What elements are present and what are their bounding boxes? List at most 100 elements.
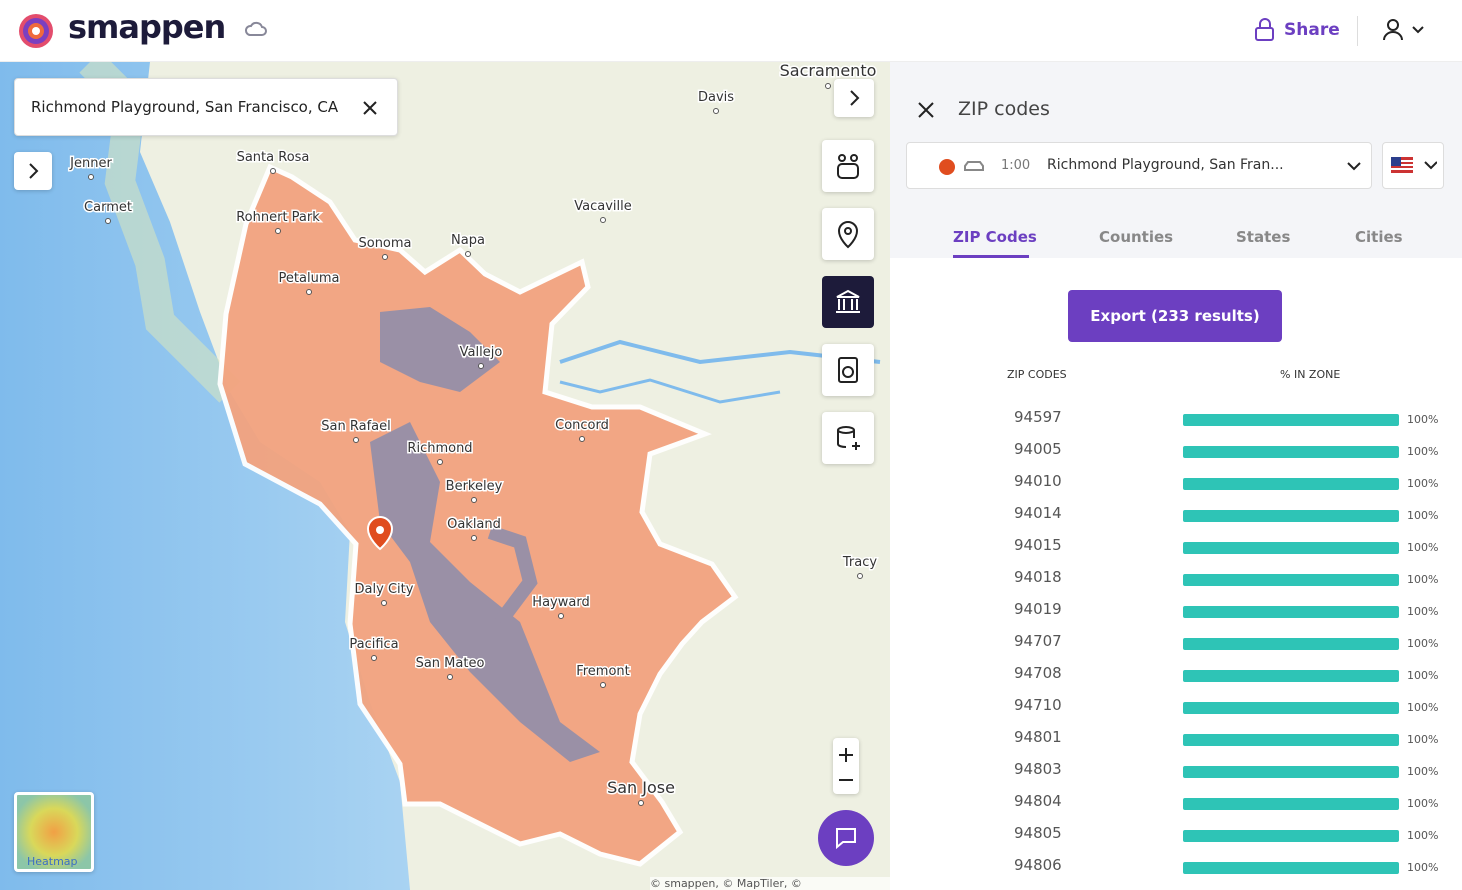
- delta: [559, 339, 881, 365]
- zone-percent: 100%: [1407, 477, 1439, 490]
- tab[interactable]: ZIP Codes: [953, 228, 1037, 246]
- place-dot: [88, 174, 94, 180]
- zone-percent: 100%: [1407, 445, 1439, 458]
- zip-code: 94010: [1014, 472, 1062, 490]
- zone-percent: 100%: [1407, 829, 1439, 842]
- place-label: Tracy: [842, 555, 877, 570]
- zip-code: 94005: [1014, 440, 1062, 458]
- clear-search[interactable]: [361, 99, 379, 117]
- bay-water: [370, 422, 600, 762]
- zip-tool[interactable]: [822, 276, 874, 328]
- side-panel: ZIP codes 1:00 Richmond Playground, San …: [890, 62, 1462, 890]
- zip-code: 94597: [1014, 408, 1062, 426]
- zone-percent: 100%: [1407, 541, 1439, 554]
- column-header: ZIP CODES: [1007, 368, 1067, 381]
- zone-bar: [1183, 510, 1399, 522]
- place-label: Vallejo: [460, 345, 503, 360]
- panel-title: ZIP codes: [958, 98, 1050, 120]
- zone-bar: [1183, 478, 1399, 490]
- population-tool[interactable]: [822, 140, 874, 192]
- brand[interactable]: smappen: [68, 8, 226, 46]
- share-button[interactable]: Share: [1284, 20, 1340, 40]
- attribution: © smappen, © MapTiler, © OpenStreetMap: [650, 877, 890, 890]
- zone-bar: [1183, 702, 1399, 714]
- search-query[interactable]: Richmond Playground, San Francisco, CA: [31, 98, 339, 116]
- zip-code: 94710: [1014, 696, 1062, 714]
- place-dot: [353, 437, 359, 443]
- column-header: % IN ZONE: [1280, 368, 1341, 381]
- logo: [19, 14, 53, 48]
- icon: [837, 426, 860, 450]
- ocean: [0, 62, 410, 890]
- us-flag: [1391, 157, 1437, 173]
- zone-bar: [1183, 446, 1399, 458]
- tab[interactable]: States: [1236, 228, 1291, 246]
- zone-percent: 100%: [1407, 861, 1439, 874]
- close-panel[interactable]: [918, 102, 934, 118]
- zone-percent: 100%: [1407, 573, 1439, 586]
- zone-percent: 100%: [1407, 637, 1439, 650]
- tab[interactable]: Counties: [1099, 228, 1174, 246]
- place-dot: [558, 613, 564, 619]
- zone-percent: 100%: [1407, 765, 1439, 778]
- zone-bar: [1183, 414, 1399, 426]
- account-menu[interactable]: [1382, 18, 1426, 42]
- zone-time: 1:00: [1001, 158, 1031, 173]
- zone-icons: [939, 159, 984, 175]
- panel-header: ZIP codes 1:00 Richmond Playground, San …: [890, 62, 1462, 258]
- place-dot: [600, 217, 606, 223]
- zone-percent: 100%: [1407, 733, 1439, 746]
- heatmap-label: Heatmap: [27, 855, 78, 868]
- place-dot: [382, 254, 388, 260]
- zone-percent: 100%: [1407, 701, 1439, 714]
- zone-bar: [1183, 734, 1399, 746]
- place-dot: [447, 674, 453, 680]
- place-dot: [105, 218, 111, 224]
- zone-name: Richmond Playground, San Fran...: [1047, 157, 1284, 173]
- zone-selector[interactable]: 1:00 Richmond Playground, San Fran...: [906, 142, 1372, 189]
- zip-code: 94803: [1014, 760, 1062, 778]
- heatmap-toggle[interactable]: Heatmap: [14, 792, 94, 872]
- icon: [837, 220, 859, 249]
- place-dot: [579, 436, 585, 442]
- zip-code: 94805: [1014, 824, 1062, 842]
- country-selector[interactable]: [1382, 142, 1444, 189]
- place-label: Concord: [555, 418, 609, 433]
- zoom-control[interactable]: [833, 738, 859, 794]
- isochrone-zone[interactable]: [217, 163, 739, 867]
- place-label: Rohnert Park: [236, 210, 320, 225]
- zone-bar: [1183, 798, 1399, 810]
- poi-tool[interactable]: [822, 208, 874, 260]
- search-box[interactable]: Richmond Playground, San Francisco, CA: [14, 78, 398, 136]
- map[interactable]: Sacramento Davis Santa Rosa Jenner Carmet Vac…: [0, 62, 890, 890]
- export-button[interactable]: Export (233 results): [1068, 290, 1282, 342]
- report-tool[interactable]: [822, 344, 874, 396]
- zip-code: 94018: [1014, 568, 1062, 586]
- zone-percent: 100%: [1407, 605, 1439, 618]
- map-canvas[interactable]: Sacramento Davis Santa Rosa Jenner Carmet Vac…: [0, 62, 890, 890]
- data-tool[interactable]: [822, 412, 874, 464]
- zone-percent: 100%: [1407, 509, 1439, 522]
- zip-code: 94707: [1014, 632, 1062, 650]
- zip-code: 94014: [1014, 504, 1062, 522]
- place-label: Davis: [698, 90, 734, 105]
- zone-bar: [1183, 606, 1399, 618]
- cloud-icon: [244, 21, 267, 36]
- zone-bar: [1183, 574, 1399, 586]
- lock-icon: [1255, 18, 1274, 41]
- place-label: Sacramento: [780, 62, 877, 80]
- bay-water: [487, 525, 538, 627]
- expand-button[interactable]: [14, 152, 52, 190]
- zone-bar: [1183, 830, 1399, 842]
- place-dot: [638, 800, 644, 806]
- zone-bar: [1183, 638, 1399, 650]
- place-label: Carmet: [84, 200, 132, 215]
- collapse-panel[interactable]: [834, 79, 874, 117]
- place-label: Petaluma: [279, 271, 340, 286]
- tab[interactable]: Cities: [1355, 228, 1403, 246]
- chat-button[interactable]: [818, 810, 874, 866]
- place-label: Jenner: [69, 156, 112, 171]
- place-dot: [471, 535, 477, 541]
- zip-code: 94801: [1014, 728, 1062, 746]
- icon: [839, 748, 853, 781]
